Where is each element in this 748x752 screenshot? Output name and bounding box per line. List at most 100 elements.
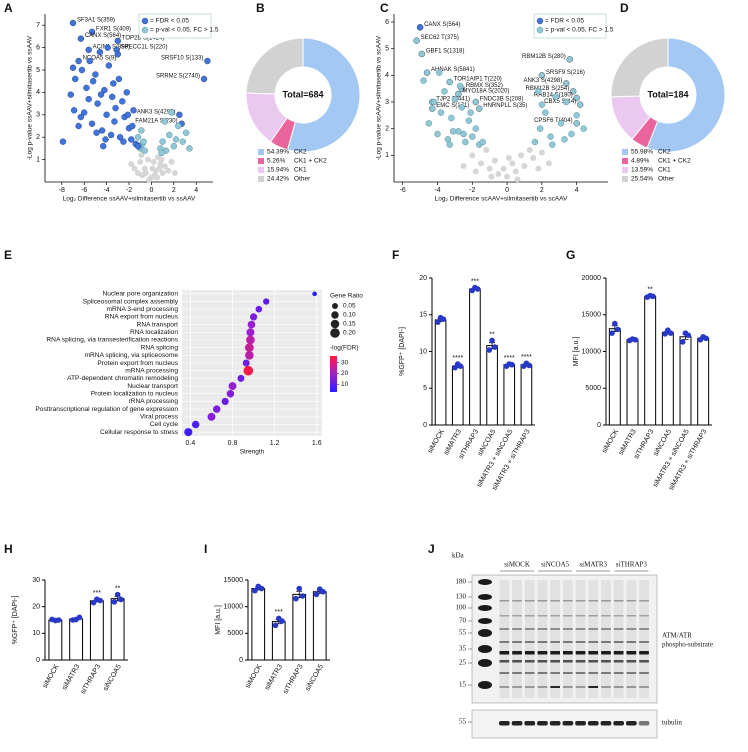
bar [644, 295, 657, 426]
annotation: NCOA5 S(9) [83, 56, 117, 62]
x-tick-label: 0 [149, 187, 153, 194]
replicate-point [97, 597, 103, 604]
blot-band [575, 615, 586, 617]
panel-label: I [204, 542, 207, 556]
annotated-point [75, 57, 82, 65]
category-label: Nuclear transport [127, 383, 178, 390]
blot-band [512, 600, 522, 602]
data-point [85, 95, 92, 103]
data-point [158, 149, 165, 157]
data-point [486, 165, 493, 172]
panel-label: E [4, 248, 12, 262]
blot-band [550, 672, 560, 674]
x-tick-label: siNCOA5 [304, 663, 325, 692]
category-label: mRNA 3-end processing [107, 306, 179, 313]
data-point [170, 142, 178, 150]
annotated-point [538, 72, 546, 79]
marker-label: 180 [456, 578, 467, 586]
annotated-point [69, 19, 77, 27]
x-axis-label: Log₂ Difference ssAAV+silmitasertib vs s… [63, 196, 196, 203]
y-tick-label: 15000 [224, 577, 244, 584]
data-point [545, 160, 552, 167]
blot-band [626, 628, 637, 630]
data-point [161, 163, 168, 170]
y-tick-label: 15 [419, 312, 427, 319]
data-point [77, 113, 85, 121]
replicate-point [118, 596, 124, 603]
blot-band [537, 686, 548, 688]
blot-band [524, 672, 535, 674]
data-point [141, 147, 148, 154]
dot [242, 359, 250, 367]
significance: *** [275, 609, 283, 616]
data-point [573, 112, 580, 119]
data-point [186, 145, 193, 152]
replicate-point [685, 332, 692, 339]
x-tick-label: siMATR3 [61, 663, 81, 691]
y-tick-label: 20000 [582, 275, 602, 282]
replicate-point [650, 293, 656, 300]
data-point [479, 138, 486, 146]
donut-segment [646, 37, 726, 153]
blot-band [575, 641, 586, 643]
replicate-point [55, 617, 62, 623]
x-tick-label: 0 [505, 187, 509, 194]
blot-band [524, 641, 535, 643]
annotated-point [77, 35, 85, 42]
data-point [154, 174, 160, 181]
blot-band [626, 651, 637, 655]
replicate-point [474, 286, 481, 292]
data-point [521, 163, 528, 169]
blot-band [588, 615, 599, 617]
blot-band [575, 600, 586, 602]
blot-band [588, 686, 599, 688]
blot-band [550, 660, 560, 663]
center-label: Total=184 [647, 89, 688, 99]
annotation: CBX5 S(14) [544, 99, 576, 105]
category-label: RNA transport [137, 321, 179, 328]
blot-band [601, 672, 611, 674]
blot-smear [563, 580, 573, 698]
data-point [535, 88, 542, 95]
data-point [134, 142, 142, 150]
x-tick-label: siMOCK [601, 428, 620, 454]
tubulin-band [549, 721, 561, 726]
category-label: RNA splicing [141, 344, 179, 351]
x-axis-label: Log₂ Difference scAAV+silmitasertib vs s… [435, 196, 568, 203]
size-legend-label: 0.05 [343, 303, 356, 310]
blot-band [601, 628, 611, 630]
dot [244, 343, 254, 353]
data-point [477, 160, 484, 167]
blot-band [524, 615, 535, 617]
annotation: CPSF6 T(404) [534, 118, 573, 124]
ladder-band [478, 629, 492, 637]
data-point [437, 109, 445, 116]
data-point [536, 125, 544, 132]
blot-band [550, 641, 560, 643]
y-tick-label: 6 [385, 19, 389, 26]
replicate-point [632, 336, 639, 343]
dot [184, 428, 193, 437]
blot-band [575, 686, 586, 688]
blot-band [524, 651, 535, 655]
data-point [166, 131, 173, 139]
y-tick-label: 5 [36, 67, 40, 74]
blot-band [588, 641, 599, 643]
marker-label: 100 [456, 604, 467, 612]
legend-swatch [622, 149, 628, 155]
data-point [483, 147, 490, 153]
blot-band [524, 660, 535, 663]
blot-band [512, 641, 522, 643]
data-point [425, 120, 432, 127]
bar [48, 619, 63, 661]
blot-band [524, 628, 535, 630]
blot-band [639, 672, 649, 674]
bar [679, 336, 692, 426]
blot-band [524, 600, 535, 602]
y-axis-label: -Log p-value ssAAV+silmitasertib vs ssAA… [27, 35, 34, 160]
legend-title: Gene Ratio [330, 293, 363, 300]
data-point [130, 107, 137, 114]
data-point [80, 109, 88, 116]
legend-value: 4.89% [631, 158, 650, 165]
